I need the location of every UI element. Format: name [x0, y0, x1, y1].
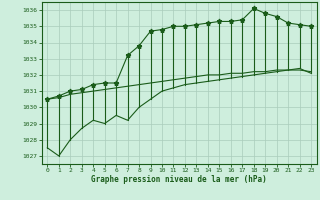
- X-axis label: Graphe pression niveau de la mer (hPa): Graphe pression niveau de la mer (hPa): [91, 175, 267, 184]
